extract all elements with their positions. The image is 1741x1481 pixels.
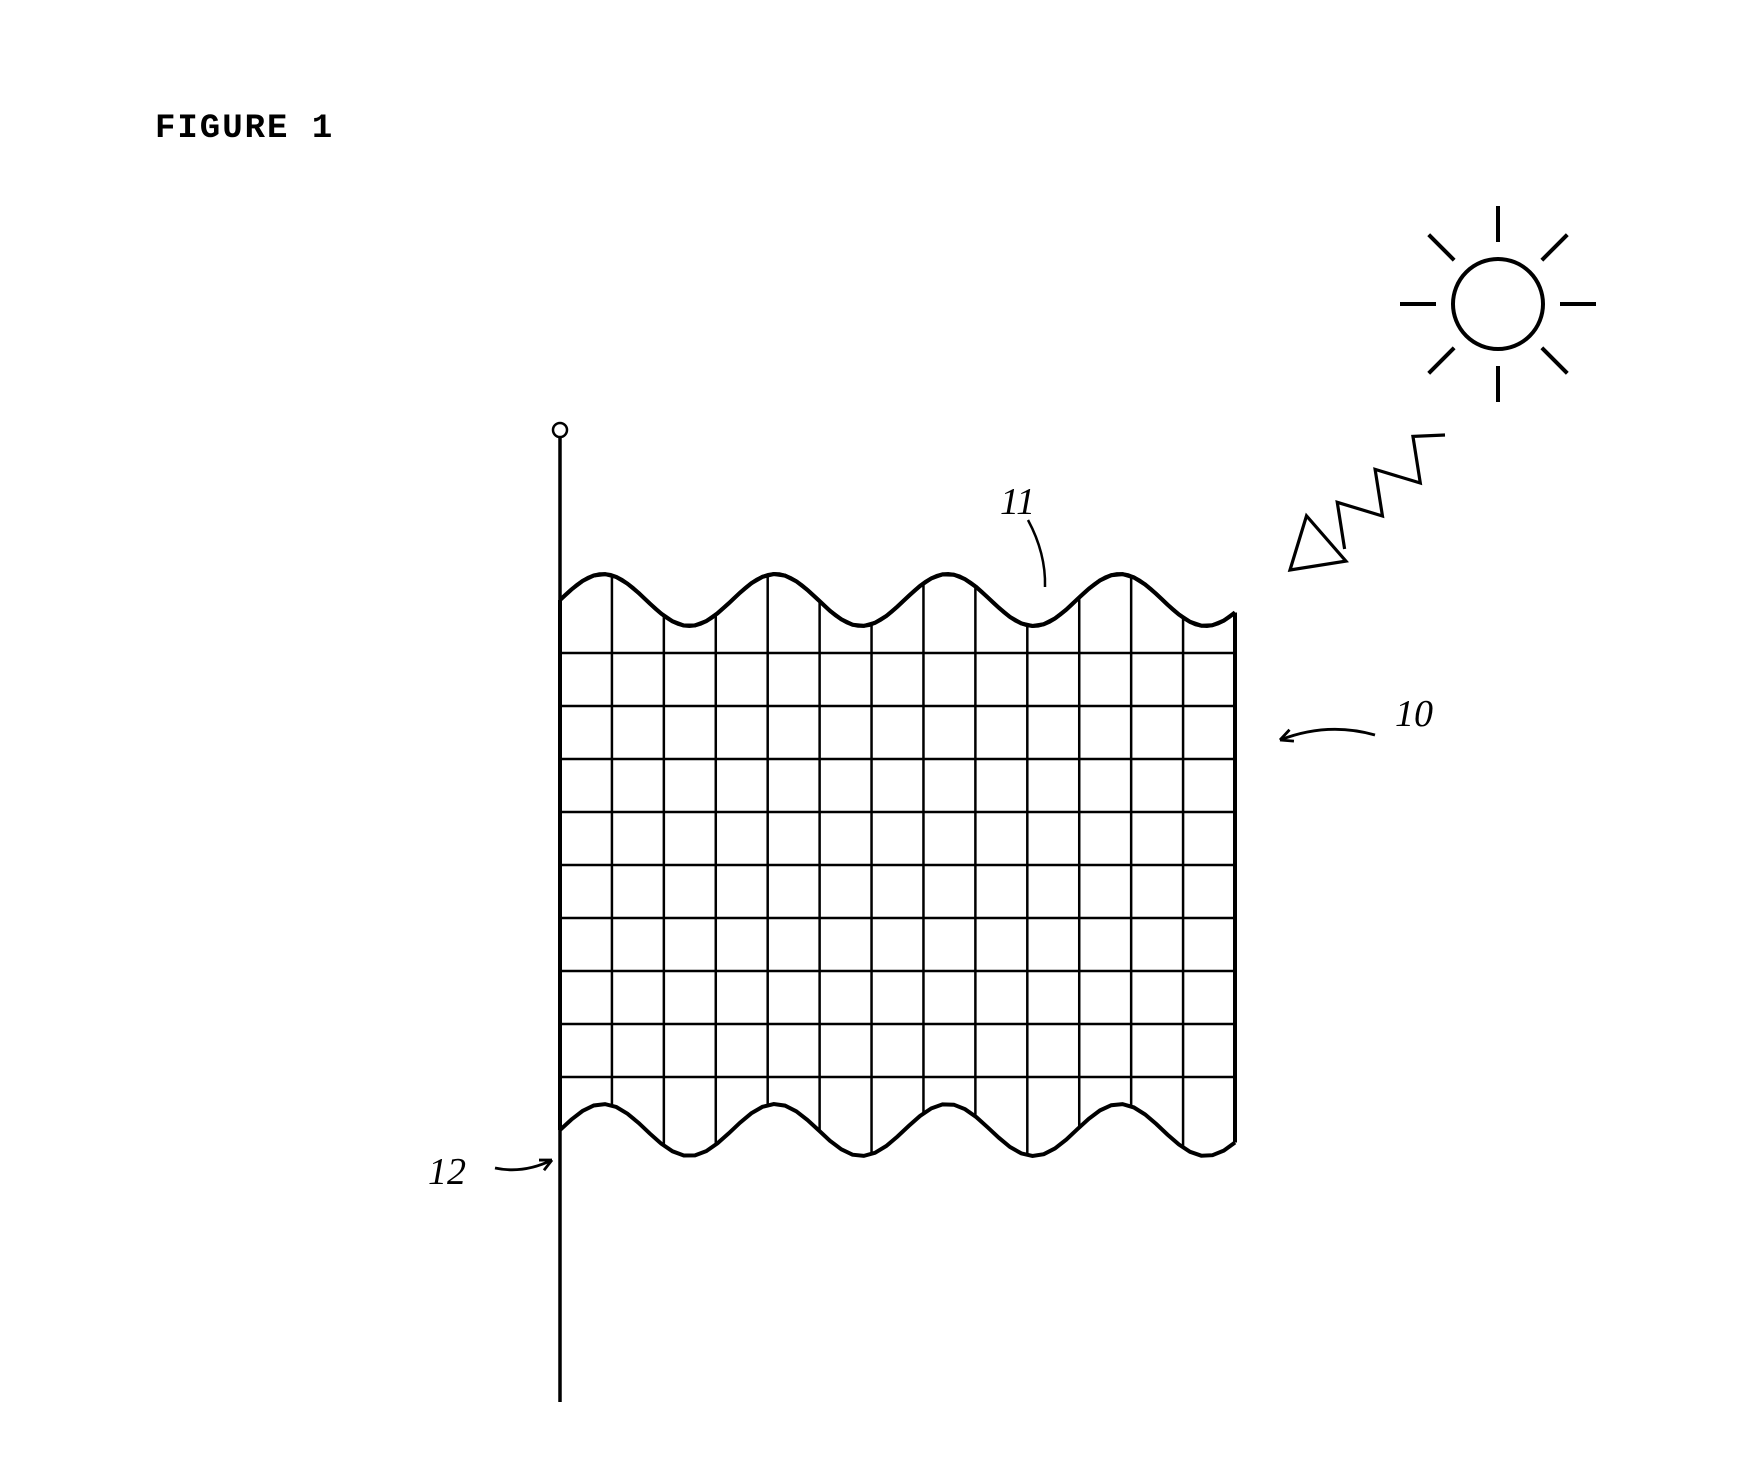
callout-11: 11: [1000, 480, 1035, 524]
callout-12: 12: [428, 1150, 466, 1194]
patent-diagram: [0, 0, 1741, 1476]
callout-10: 10: [1395, 692, 1433, 736]
